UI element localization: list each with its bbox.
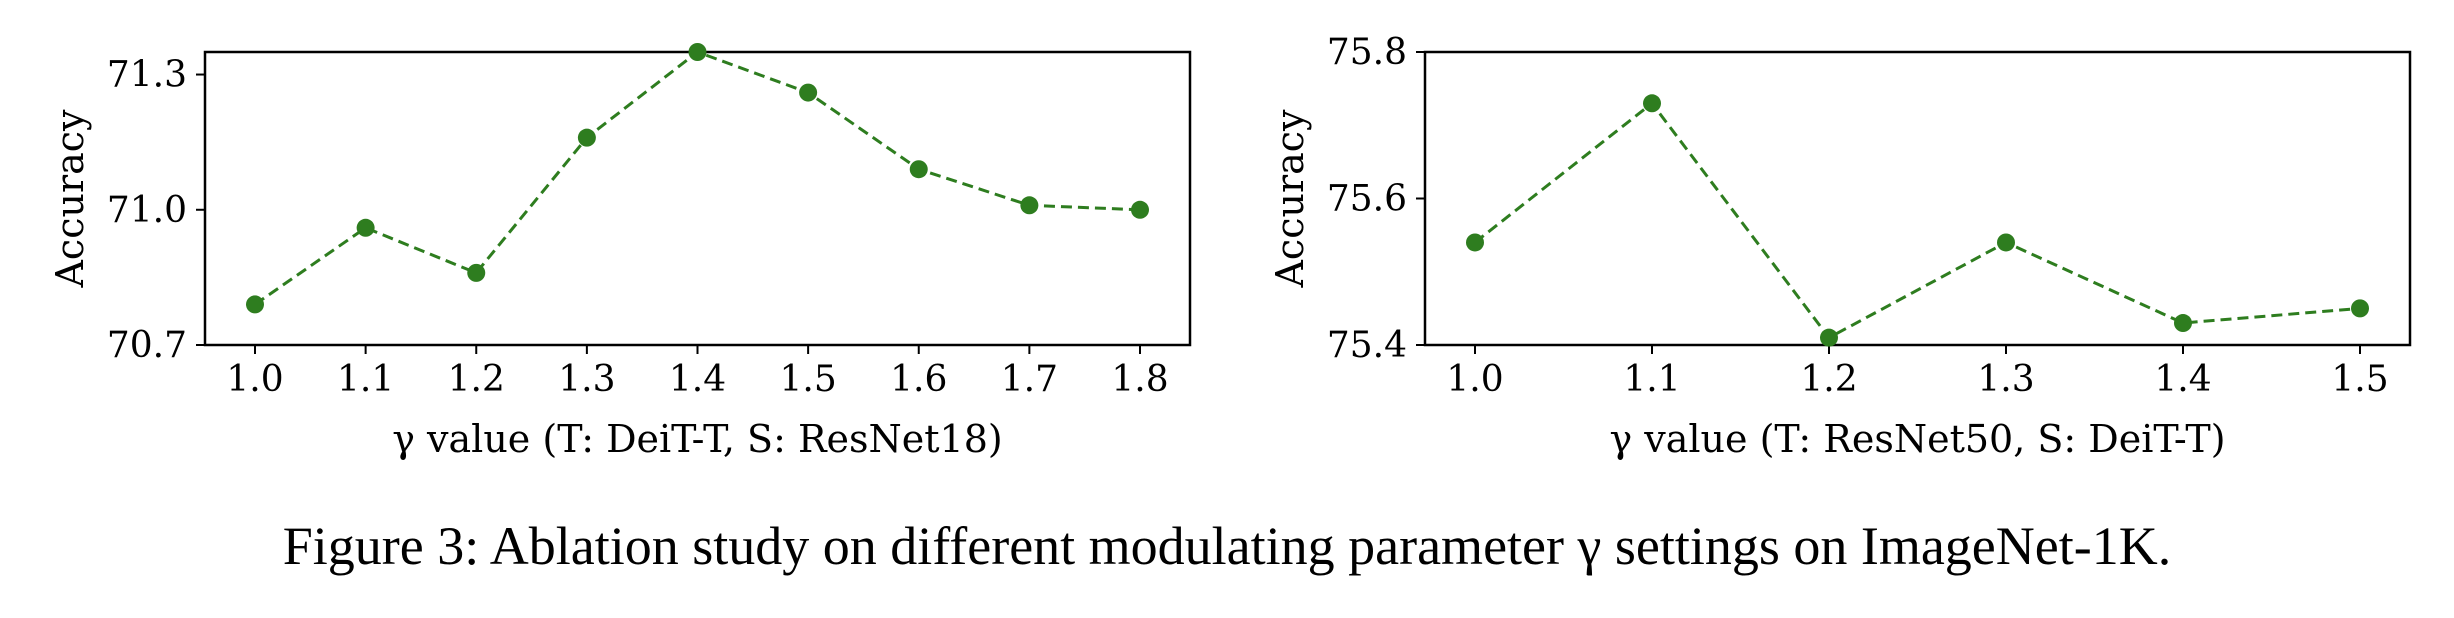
data-point <box>1997 233 2015 252</box>
data-point <box>909 160 928 179</box>
plot-frame <box>1423 50 2412 347</box>
y-axis-label: Accuracy <box>48 109 92 289</box>
data-point <box>1643 94 1661 113</box>
data-point <box>799 83 818 102</box>
data-point <box>688 43 707 61</box>
data-point <box>2351 299 2369 318</box>
x-tick-label: 1.7 <box>1001 359 1058 400</box>
x-tick-label: 1.6 <box>890 359 947 400</box>
y-tick-label: 70.7 <box>107 325 187 366</box>
data-point <box>1466 233 1484 252</box>
plot-frame <box>203 50 1192 347</box>
series-line <box>254 50 1141 306</box>
x-tick-label: 1.4 <box>669 359 726 400</box>
data-point <box>467 263 486 282</box>
x-axis-label: γ value (T: ResNet50, S: DeiT-T) <box>1609 417 2225 461</box>
series-line <box>1474 101 2361 340</box>
figure-caption: Figure 3: Ablation study on different mo… <box>282 516 2172 576</box>
data-point <box>356 218 375 237</box>
y-tick-label: 71.3 <box>107 55 187 96</box>
x-tick-label: 1.5 <box>779 359 836 400</box>
y-tick-label: 71.0 <box>107 190 187 231</box>
data-point <box>577 128 596 147</box>
x-tick-label: 1.1 <box>1623 359 1680 400</box>
x-tick-label: 1.0 <box>1446 359 1503 400</box>
x-tick-label: 1.8 <box>1111 359 1168 400</box>
y-tick-label: 75.8 <box>1327 32 1407 73</box>
x-tick-label: 1.3 <box>558 359 615 400</box>
data-point <box>1820 328 1838 347</box>
x-tick-label: 1.2 <box>448 359 505 400</box>
x-axis-label: γ value (T: DeiT-T, S: ResNet18) <box>392 417 1002 461</box>
x-tick-label: 1.3 <box>1977 359 2034 400</box>
y-tick-label: 75.6 <box>1327 179 1407 220</box>
x-tick-label: 1.4 <box>2154 359 2211 400</box>
x-tick-label: 1.5 <box>2331 359 2388 400</box>
chart-1: 1.0 1.1 1.2 1.3 1.4 1.5 1.6 1.7 1.8 70.7 71.0 71.3 γ… <box>48 43 1192 461</box>
y-axis-label: Accuracy <box>1268 109 1312 289</box>
data-point <box>1020 196 1039 215</box>
chart-2: 1.0 1.1 1.2 1.3 1.4 1.5 75.4 75.6 75.8 γ value (T… <box>1268 32 2412 461</box>
data-point <box>246 295 264 314</box>
data-point <box>1131 200 1149 219</box>
x-tick-label: 1.0 <box>226 359 283 400</box>
x-tick-label: 1.2 <box>1800 359 1857 400</box>
x-tick-label: 1.1 <box>337 359 394 400</box>
data-point <box>2174 314 2192 333</box>
figure-charts: 1.0 1.1 1.2 1.3 1.4 1.5 1.6 1.7 1.8 70.7 71.0 71.3 γ… <box>48 32 2412 461</box>
y-tick-label: 75.4 <box>1327 325 1407 366</box>
